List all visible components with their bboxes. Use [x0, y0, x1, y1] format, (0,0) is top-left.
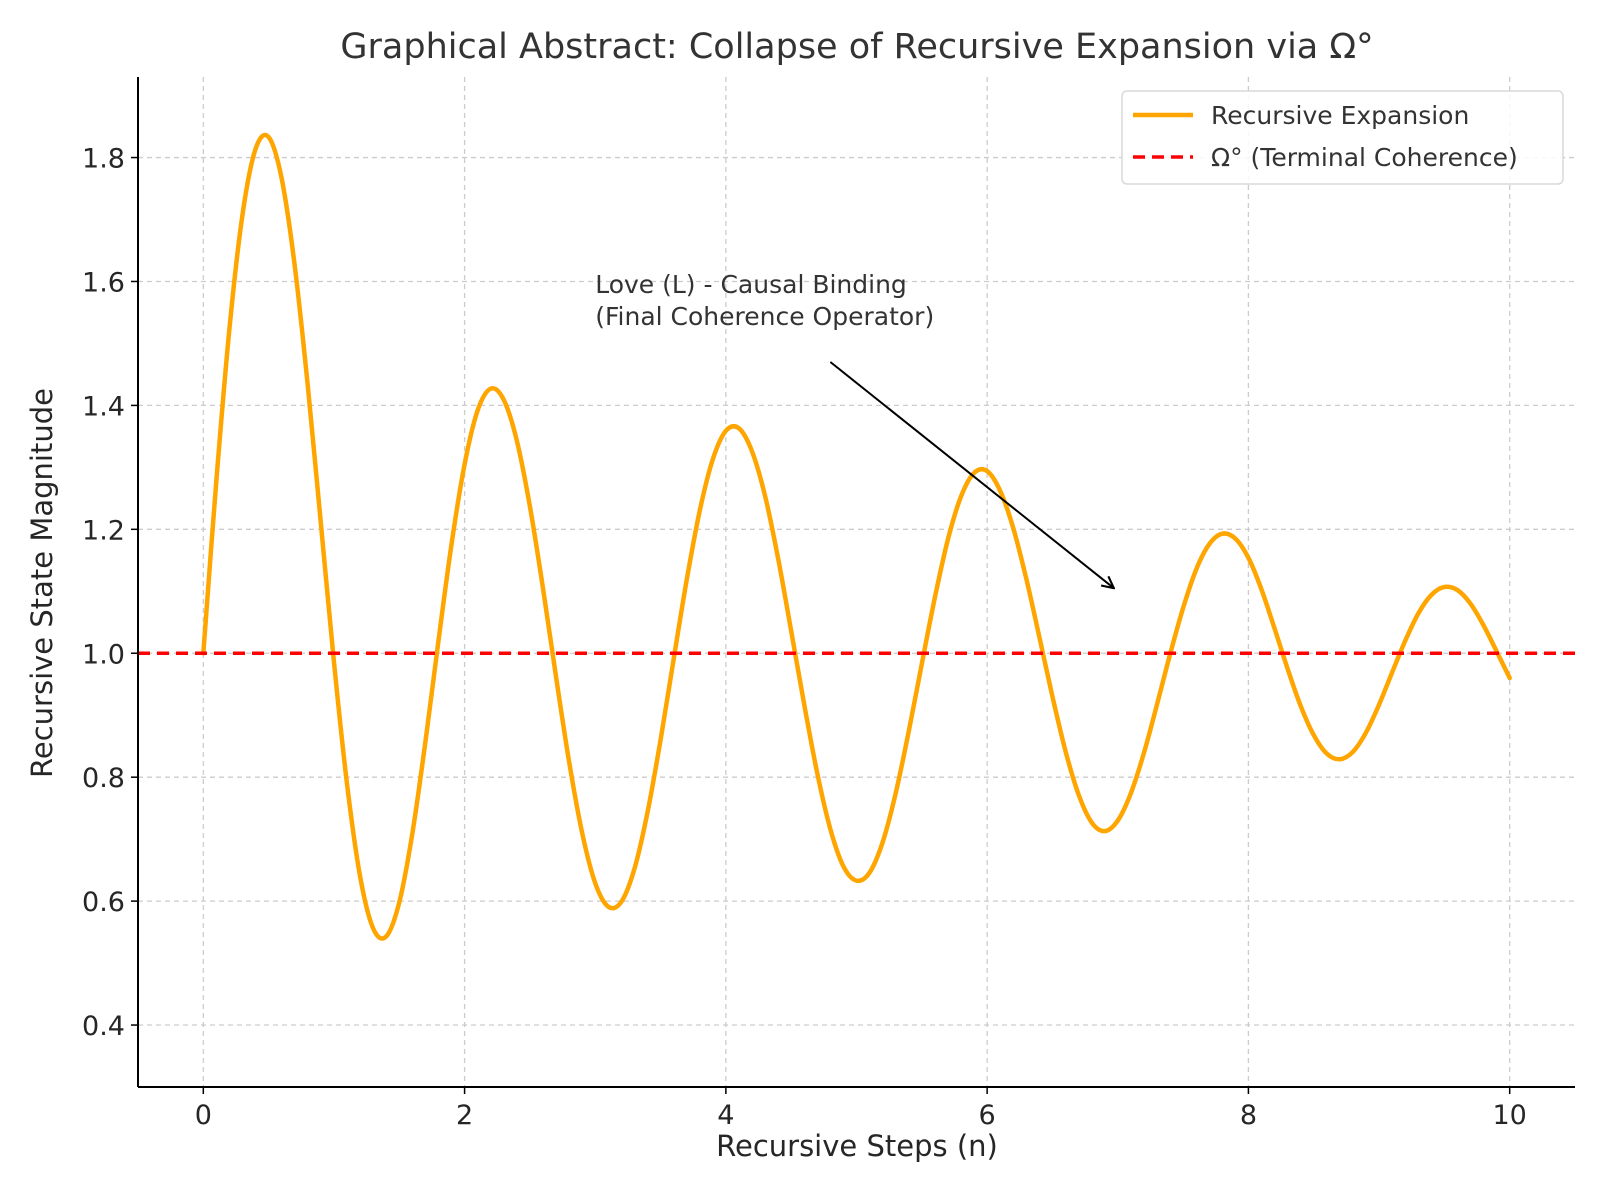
- x-tick-label: 2: [456, 1100, 473, 1131]
- chart-title: Graphical Abstract: Collapse of Recursiv…: [340, 27, 1373, 67]
- y-tick-label: 1.0: [82, 639, 125, 670]
- y-tick-label: 1.6: [82, 267, 125, 298]
- x-tick-label: 10: [1493, 1100, 1527, 1131]
- legend-label-terminal-coherence: Ω° (Terminal Coherence): [1211, 143, 1518, 172]
- y-tick-label: 1.4: [82, 391, 125, 422]
- x-axis-title: Recursive Steps (n): [716, 1129, 998, 1163]
- y-tick-label: 1.2: [82, 515, 125, 546]
- series-line-recursive-expansion: [201, 132, 1512, 941]
- x-tick-label: 8: [1240, 1100, 1257, 1131]
- y-tick-label: 0.4: [82, 1011, 125, 1042]
- annotation-text-line2: (Final Coherence Operator): [595, 302, 934, 331]
- annotation: Love (L) - Causal Binding (Final Coheren…: [595, 270, 1114, 588]
- legend-frame: [1121, 90, 1564, 185]
- annotation-arrow: [829, 361, 1113, 588]
- y-tick-label: 0.8: [82, 763, 125, 794]
- x-tick-label: 0: [195, 1100, 212, 1131]
- legend: Recursive Expansion Ω° (Terminal Coheren…: [1121, 90, 1564, 185]
- grid: [138, 77, 1575, 1087]
- annotation-text-line1: Love (L) - Causal Binding: [595, 270, 907, 299]
- plot-area: [138, 132, 1575, 941]
- y-tick-label: 1.8: [82, 144, 125, 175]
- legend-label-recursive-expansion: Recursive Expansion: [1211, 101, 1469, 130]
- x-tick-label: 6: [979, 1100, 996, 1131]
- x-tick-label: 4: [717, 1100, 734, 1131]
- y-axis-ticks: 0.4 0.6 0.8 1.0 1.2 1.4 1.6 1.8: [82, 144, 138, 1042]
- y-tick-label: 0.6: [82, 887, 125, 918]
- y-axis-title: Recursive State Magnitude: [25, 388, 59, 778]
- x-axis-ticks: 0 2 4 6 8 10: [195, 1087, 1527, 1131]
